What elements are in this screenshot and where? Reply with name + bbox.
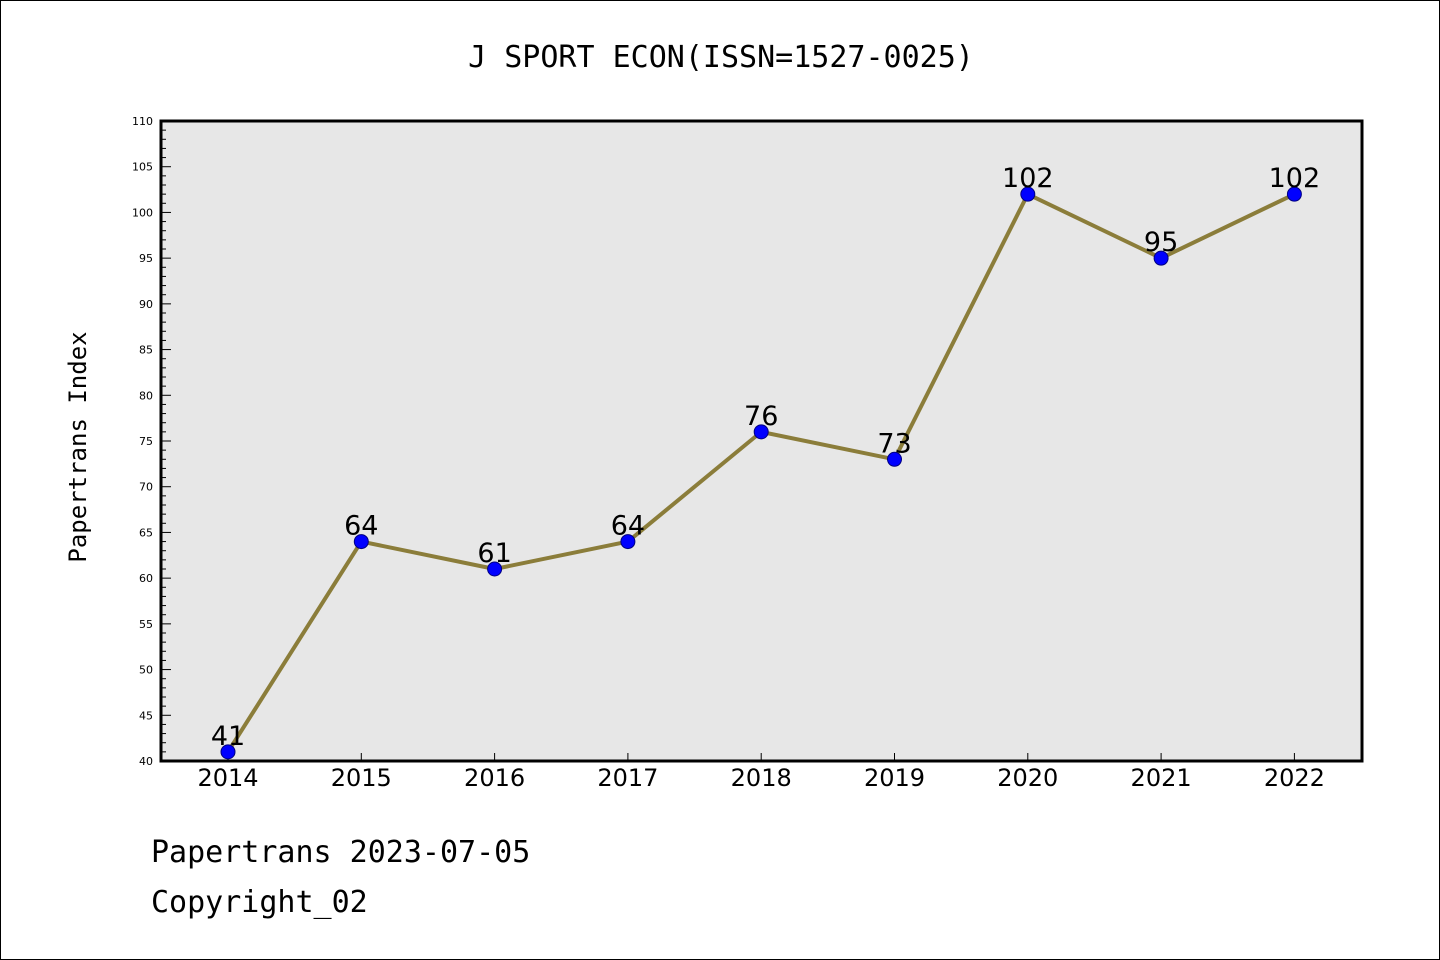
footer-date-text: Papertrans 2023-07-05 [151, 835, 531, 870]
x-tick-label: 2020 [997, 764, 1058, 792]
chart-title: J SPORT ECON(ISSN=1527-0025) [468, 40, 974, 75]
data-point [620, 534, 636, 550]
plot-frame [159, 119, 1364, 763]
data-point [1020, 186, 1036, 202]
data-label: 73 [877, 428, 911, 459]
data-point [487, 561, 503, 577]
y-axis-label: Papertrans Index [64, 331, 92, 562]
y-tick-label: 100 [132, 206, 153, 219]
data-label: 76 [744, 401, 778, 432]
data-label: 61 [477, 538, 511, 569]
y-tick-label: 60 [139, 572, 153, 585]
data-point [1153, 250, 1169, 266]
y-tick-label: 65 [139, 526, 153, 539]
y-tick-label: 80 [139, 389, 153, 402]
x-tick-label: 2015 [331, 764, 392, 792]
y-tick-label: 55 [139, 618, 153, 631]
y-tick-label: 70 [139, 481, 153, 494]
data-point [1286, 186, 1302, 202]
data-point [353, 534, 369, 550]
x-tick-label: 2014 [197, 764, 258, 792]
data-label: 41 [211, 721, 245, 752]
data-point [220, 744, 236, 760]
y-tick-label: 85 [139, 344, 153, 357]
data-point [887, 451, 902, 467]
y-tick-label: 40 [139, 755, 153, 768]
y-tick-label: 75 [139, 435, 153, 448]
y-tick-label: 110 [132, 115, 153, 128]
x-tick-label: 2017 [597, 764, 658, 792]
data-label: 64 [611, 511, 645, 542]
data-label: 102 [1269, 163, 1321, 194]
y-tick-label: 105 [132, 161, 153, 174]
data-point [753, 424, 769, 440]
data-label: 102 [1002, 163, 1054, 194]
footer-copyright-text: Copyright_02 [151, 885, 368, 920]
y-tick-label: 50 [139, 664, 153, 677]
data-label: 95 [1144, 227, 1178, 258]
x-axis-ticks: 2014 2015 2016 2017 2018 2019 2020 2021 2022 [197, 753, 1325, 792]
y-axis-ticks: 40 45 50 55 60 65 70 75 80 85 90 95 100 105 110 [132, 115, 171, 768]
x-tick-label: 2016 [464, 764, 525, 792]
y-tick-label: 45 [139, 709, 153, 722]
data-label: 64 [344, 511, 378, 542]
plot-area [161, 121, 1362, 761]
y-tick-label: 90 [139, 298, 153, 311]
x-tick-label: 2022 [1264, 764, 1325, 792]
x-tick-label: 2018 [731, 764, 792, 792]
x-tick-label: 2019 [864, 764, 925, 792]
x-tick-label: 2021 [1131, 764, 1192, 792]
y-tick-label: 95 [139, 252, 153, 265]
series-group: 41 64 61 64 76 73 102 95 102 [211, 163, 1321, 760]
